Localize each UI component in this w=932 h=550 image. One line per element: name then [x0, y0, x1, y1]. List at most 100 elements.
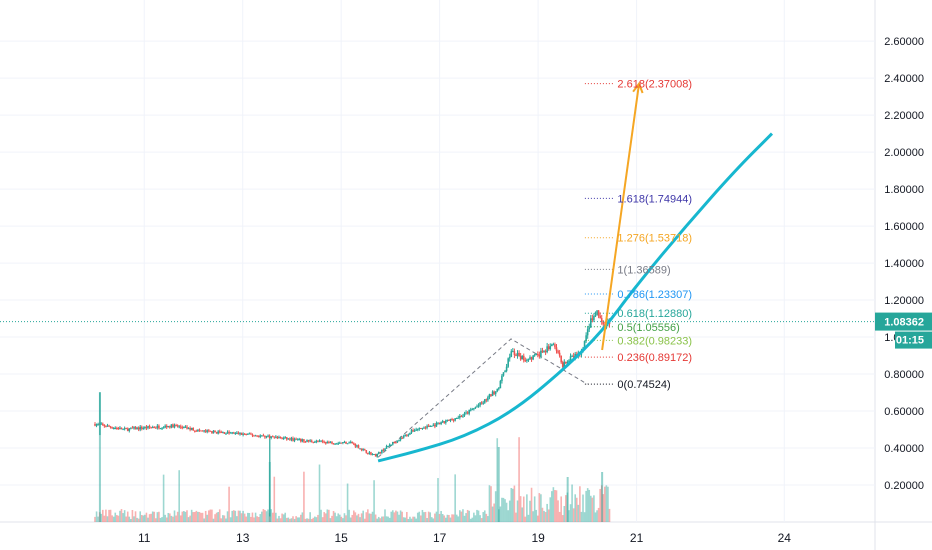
- candle-body: [338, 442, 341, 444]
- candle-body: [285, 437, 288, 440]
- candle-body: [172, 424, 174, 428]
- volume-bar: [561, 515, 564, 522]
- volume-bar: [271, 512, 274, 522]
- volume-bar: [215, 512, 218, 522]
- volume-bar: [607, 486, 609, 522]
- volume-bar: [557, 500, 559, 522]
- volume-bar: [468, 510, 470, 522]
- candle-body: [151, 427, 154, 429]
- volume-bar: [165, 517, 168, 522]
- candle-body: [385, 446, 388, 449]
- candle-body: [267, 435, 269, 437]
- volume-bar: [332, 510, 335, 522]
- candle-body: [108, 425, 110, 427]
- candle-body: [136, 427, 138, 430]
- volume-bar: [201, 512, 204, 522]
- candle-body: [512, 351, 514, 353]
- candle-body: [473, 408, 475, 410]
- candle-body: [298, 438, 301, 440]
- volume-bar: [418, 511, 421, 522]
- candle-body: [290, 438, 293, 440]
- volume-bar: [97, 516, 99, 522]
- volume-bar: [421, 509, 424, 522]
- volume-bar: [126, 511, 129, 522]
- volume-bar: [209, 509, 212, 522]
- candle-body: [328, 442, 330, 444]
- candle-body: [276, 436, 279, 439]
- candle-body: [287, 438, 290, 440]
- candle-body: [574, 353, 577, 358]
- candle-body: [468, 409, 470, 414]
- candle-body: [533, 354, 536, 356]
- candle-body: [438, 422, 441, 425]
- volume-bar: [490, 486, 492, 522]
- volume-bar: [290, 518, 293, 522]
- candle-body: [158, 425, 160, 429]
- volume-bar: [586, 488, 589, 522]
- volume-bar: [385, 516, 388, 522]
- volume-bar: [398, 514, 400, 522]
- candle-body: [558, 352, 561, 356]
- candle-body: [192, 427, 195, 431]
- volume-bar: [395, 510, 397, 522]
- x-axis[interactable]: 11 13 15 17 19 21 24: [138, 531, 791, 545]
- candle-body: [155, 427, 157, 429]
- candle-body: [591, 318, 594, 321]
- volume-bar: [396, 511, 399, 522]
- projection-arrow[interactable]: [601, 81, 644, 351]
- candle-body: [178, 426, 180, 428]
- y-tick-label: 2.00000: [884, 147, 924, 159]
- volume-bar: [218, 509, 221, 522]
- volume-bar: [563, 505, 566, 522]
- volume-bar: [449, 517, 452, 522]
- volume-bar: [214, 514, 216, 522]
- volume-bar: [379, 518, 382, 522]
- candle-body: [571, 355, 573, 357]
- volume-bar: [112, 516, 115, 522]
- volume-bar: [391, 510, 394, 522]
- candle-body: [326, 442, 329, 444]
- candle-body: [543, 350, 545, 353]
- volume-bar: [424, 511, 427, 522]
- candle-body: [445, 420, 447, 423]
- candle-body: [254, 435, 257, 437]
- parabolic-curve[interactable]: [377, 132, 774, 463]
- candle-body: [284, 437, 287, 439]
- volume-bar: [508, 500, 511, 522]
- candle-body: [585, 335, 587, 341]
- x-tick-label: 21: [630, 531, 644, 545]
- candle-body: [256, 435, 258, 437]
- volume-bar: [158, 511, 160, 522]
- candle-body: [234, 432, 237, 434]
- candle-body: [541, 350, 544, 353]
- fib-level-label: 0.786(1.23307): [617, 289, 692, 301]
- volume-bar: [259, 514, 262, 522]
- volume-bar: [236, 516, 238, 522]
- candle-body: [306, 440, 308, 442]
- volume-bar: [284, 512, 287, 522]
- candle-body: [363, 449, 366, 451]
- volume-bar: [173, 510, 176, 522]
- volume-bar: [123, 510, 126, 522]
- candle-body: [248, 433, 251, 435]
- candle-body: [190, 427, 193, 430]
- candle-body: [516, 352, 519, 356]
- volume-bar: [426, 518, 428, 522]
- candle-body: [223, 432, 226, 434]
- candle-body: [250, 433, 252, 435]
- volume-bar: [569, 504, 572, 522]
- volume-bar: [295, 516, 297, 522]
- volume-bar: [204, 510, 207, 522]
- candle-body: [106, 425, 109, 427]
- candle-body: [393, 441, 396, 443]
- volume-bar: [540, 494, 542, 522]
- candle-body: [510, 351, 513, 357]
- candle-body: [502, 372, 505, 376]
- volume-bar: [310, 518, 313, 522]
- y-tick-label: 0.40000: [884, 443, 924, 455]
- candle-body: [454, 418, 456, 421]
- candle-body: [100, 423, 103, 425]
- candle-body: [169, 426, 171, 428]
- candle-body: [440, 422, 442, 425]
